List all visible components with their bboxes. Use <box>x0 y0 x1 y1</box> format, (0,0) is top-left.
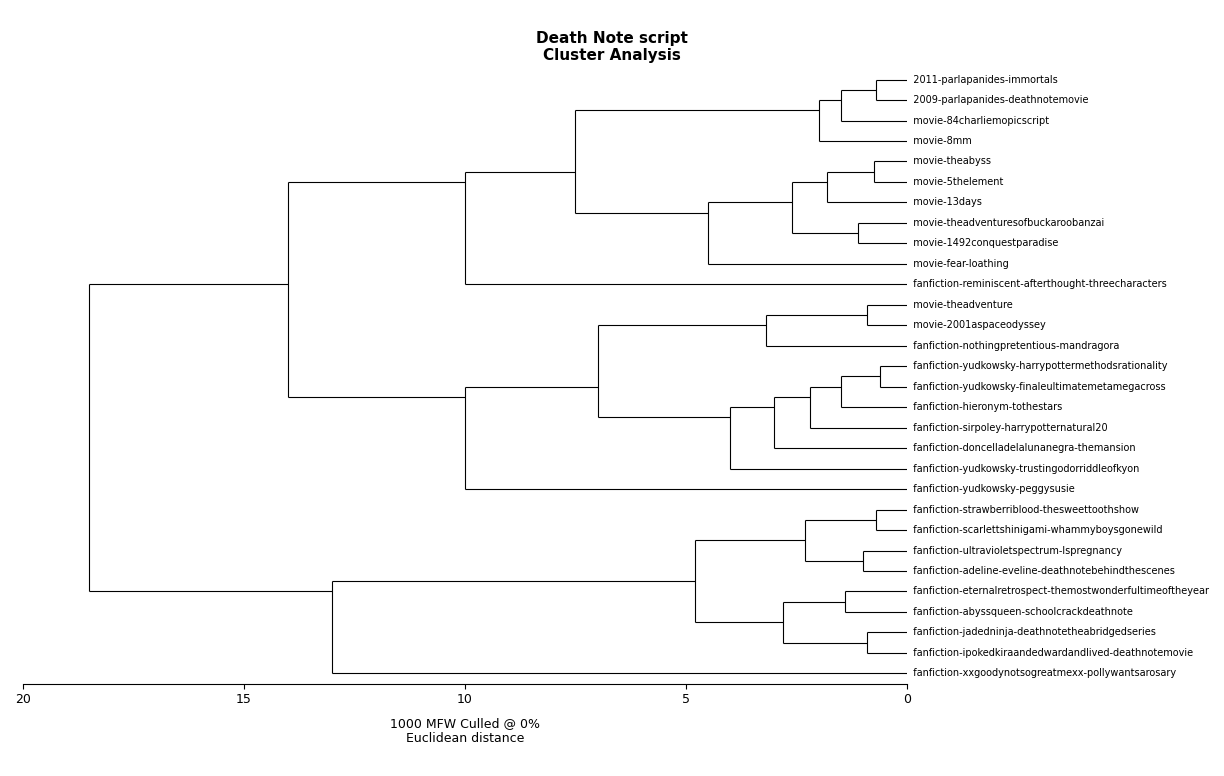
Text: fanfiction-scarlettshinigami-whammyboysgonewild: fanfiction-scarlettshinigami-whammyboysg… <box>907 525 1163 535</box>
Text: fanfiction-adeline-eveline-deathnotebehindthescenes: fanfiction-adeline-eveline-deathnotebehi… <box>907 566 1175 576</box>
Text: fanfiction-nothingpretentious-mandragora: fanfiction-nothingpretentious-mandragora <box>907 341 1120 351</box>
Text: movie-13days: movie-13days <box>907 197 982 207</box>
Text: movie-theadventure: movie-theadventure <box>907 300 1012 310</box>
Text: fanfiction-xxgoodynotsogreatmexx-pollywantsarosary: fanfiction-xxgoodynotsogreatmexx-pollywa… <box>907 668 1176 678</box>
Text: movie-8mm: movie-8mm <box>907 136 972 146</box>
Text: movie-theadventuresofbuckaroobanzai: movie-theadventuresofbuckaroobanzai <box>907 218 1104 228</box>
Text: fanfiction-reminiscent-afterthought-threecharacters: fanfiction-reminiscent-afterthought-thre… <box>907 279 1166 289</box>
Text: fanfiction-doncelladelalunanegra-themansion: fanfiction-doncelladelalunanegra-themans… <box>907 443 1136 453</box>
Text: fanfiction-sirpoley-harrypotternatural20: fanfiction-sirpoley-harrypotternatural20 <box>907 423 1108 433</box>
Text: movie-2001aspaceodyssey: movie-2001aspaceodyssey <box>907 320 1045 331</box>
Text: fanfiction-hieronym-tothestars: fanfiction-hieronym-tothestars <box>907 402 1062 412</box>
X-axis label: 1000 MFW Culled @ 0%
Euclidean distance: 1000 MFW Culled @ 0% Euclidean distance <box>390 718 540 746</box>
Text: fanfiction-eternalretrospect-themostwonderfultimeoftheyear: fanfiction-eternalretrospect-themostwond… <box>907 587 1209 597</box>
Text: fanfiction-abyssqueen-schoolcrackdeathnote: fanfiction-abyssqueen-schoolcrackdeathno… <box>907 607 1133 617</box>
Text: fanfiction-strawberriblood-thesweettoothshow: fanfiction-strawberriblood-thesweettooth… <box>907 504 1140 514</box>
Text: fanfiction-yudkowsky-harrypottermethodsrationality: fanfiction-yudkowsky-harrypottermethodsr… <box>907 362 1168 371</box>
Text: movie-84charliemopicscript: movie-84charliemopicscript <box>907 116 1049 126</box>
Text: Death Note script
Cluster Analysis: Death Note script Cluster Analysis <box>536 31 688 64</box>
Text: fanfiction-ultravioletspectrum-lspregnancy: fanfiction-ultravioletspectrum-lspregnan… <box>907 546 1122 556</box>
Text: fanfiction-yudkowsky-trustingodorriddleofkyon: fanfiction-yudkowsky-trustingodorriddleo… <box>907 463 1140 473</box>
Text: fanfiction-jadedninja-deathnotetheabridgedseries: fanfiction-jadedninja-deathnotetheabridg… <box>907 628 1155 637</box>
Text: fanfiction-yudkowsky-finaleultimatemetamegacross: fanfiction-yudkowsky-finaleultimatemetam… <box>907 382 1165 392</box>
Text: fanfiction-ipokedkiraandedwardandlived-deathnotemovie: fanfiction-ipokedkiraandedwardandlived-d… <box>907 648 1193 658</box>
Text: movie-fear-loathing: movie-fear-loathing <box>907 259 1009 268</box>
Text: movie-5thelement: movie-5thelement <box>907 177 1004 187</box>
Text: fanfiction-yudkowsky-peggysusie: fanfiction-yudkowsky-peggysusie <box>907 484 1075 494</box>
Text: 2011-parlapanides-immortals: 2011-parlapanides-immortals <box>907 74 1058 85</box>
Text: movie-theabyss: movie-theabyss <box>907 157 991 167</box>
Text: movie-1492conquestparadise: movie-1492conquestparadise <box>907 238 1059 248</box>
Text: 2009-parlapanides-deathnotemovie: 2009-parlapanides-deathnotemovie <box>907 95 1088 105</box>
